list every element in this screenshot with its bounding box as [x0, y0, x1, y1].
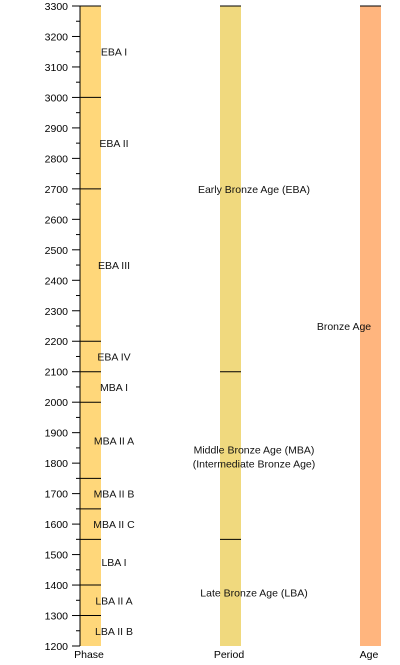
- y-axis-tick-label: 2300: [45, 306, 69, 318]
- y-axis-tick-label: 3300: [45, 1, 69, 13]
- y-axis-tick-label: 2800: [45, 153, 69, 165]
- y-axis-tick-label: 1600: [45, 519, 69, 531]
- y-axis-tick-label: 2100: [45, 367, 69, 379]
- period-segment-label: Early Bronze Age (EBA): [198, 184, 310, 196]
- y-axis-tick-label: 1500: [45, 550, 69, 562]
- age-column-label: Age: [360, 649, 379, 661]
- y-axis-tick-label: 1800: [45, 458, 69, 470]
- y-axis-tick-label: 2900: [45, 123, 69, 135]
- y-axis-tick-label: 2500: [45, 245, 69, 257]
- y-axis-tick-label: 2700: [45, 184, 69, 196]
- phase-column-bar: [80, 6, 101, 646]
- period-segment-label-line2: (Intermediate Bronze Age): [193, 459, 316, 471]
- y-axis-tick-label: 1900: [45, 428, 69, 440]
- y-axis-tick-label: 1300: [45, 611, 69, 623]
- phase-segment-label: EBA II: [99, 138, 128, 150]
- phase-segment-label: LBA I: [101, 557, 126, 569]
- age-segment-label: Bronze Age: [317, 321, 371, 333]
- phase-segment-label: EBA IV: [97, 351, 130, 363]
- y-axis-tick-label: 2000: [45, 397, 69, 409]
- period-segment-label: Late Bronze Age (LBA): [200, 588, 307, 600]
- y-axis-tick-label: 1400: [45, 580, 69, 592]
- phase-segment-label: MBA II B: [94, 489, 135, 501]
- phase-segment-label: EBA III: [98, 260, 130, 272]
- age-column-bar: [360, 6, 381, 646]
- y-axis-tick-label: 2600: [45, 214, 69, 226]
- phase-segment-label: EBA I: [101, 47, 127, 59]
- y-axis-tick-label: 2200: [45, 336, 69, 348]
- phase-segment-label: LBA II B: [95, 626, 133, 638]
- phase-segment-label: MBA II A: [94, 435, 134, 447]
- y-axis-tick-label: 3000: [45, 92, 69, 104]
- period-column-bar: [220, 6, 241, 646]
- y-axis-tick-label: 1700: [45, 489, 69, 501]
- period-column-label: Period: [214, 649, 245, 661]
- y-axis-tick-label: 1200: [45, 641, 69, 653]
- phase-segment-label: MBA II C: [93, 519, 135, 531]
- y-axis-tick-label: 2400: [45, 275, 69, 287]
- y-axis-tick-label: 3200: [45, 31, 69, 43]
- phase-column-label: Phase: [74, 649, 104, 661]
- y-axis-tick-label: 3100: [45, 62, 69, 74]
- period-segment-label: Middle Bronze Age (MBA): [194, 445, 315, 457]
- phase-segment-label: LBA II A: [95, 595, 132, 607]
- phase-segment-label: MBA I: [100, 382, 128, 394]
